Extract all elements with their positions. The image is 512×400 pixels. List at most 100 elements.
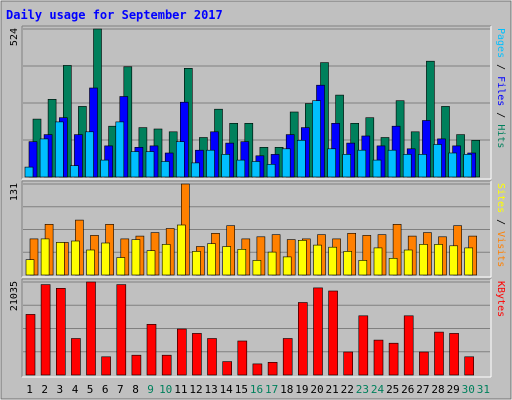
bar-sites-day-11 <box>177 224 186 276</box>
day-label-15: 15 <box>235 383 248 396</box>
bar-kbytes-day-2 <box>40 284 51 376</box>
bar-kbytes-day-17 <box>267 361 278 376</box>
bar-kbytes-day-11 <box>177 328 187 376</box>
bar-kbytes-day-6 <box>101 356 111 376</box>
bar-kbytes-day-7 <box>116 284 127 376</box>
day-label-23: 23 <box>356 383 369 396</box>
day-label-8: 8 <box>132 383 139 396</box>
bar-sites-day-22 <box>343 251 353 276</box>
bar-sites-day-20 <box>313 244 322 276</box>
bar-kbytes-day-25 <box>388 342 399 376</box>
day-label-3: 3 <box>56 383 63 396</box>
bar-pages-day-19 <box>296 140 306 178</box>
chart-title: Daily usage for September 2017 <box>6 8 223 22</box>
bar-sites-day-19 <box>297 240 307 276</box>
bar-sites-day-26 <box>403 249 413 276</box>
bar-kbytes-day-22 <box>343 351 354 376</box>
bar-pages-day-24 <box>372 159 382 178</box>
day-label-26: 26 <box>401 383 414 396</box>
day-label-9: 9 <box>147 383 154 396</box>
bar-sites-day-25 <box>388 257 398 276</box>
bar-kbytes-day-8 <box>131 354 142 376</box>
bar-pages-day-17 <box>266 164 276 178</box>
bar-pages-day-9 <box>145 151 155 178</box>
panel-hits: 524 Pages / Files / Hits <box>9 25 506 180</box>
bar-kbytes-day-15 <box>237 340 248 376</box>
bar-pages-day-10 <box>160 161 170 178</box>
side-legend: KBytes <box>495 281 506 317</box>
panel-kbytes: 21035 KBytes <box>9 278 506 378</box>
bar-kbytes-day-4 <box>71 338 81 376</box>
day-label-6: 6 <box>102 383 109 396</box>
bar-kbytes-day-16 <box>252 363 263 376</box>
day-label-7: 7 <box>117 383 124 396</box>
side-legend: Pages / Files / Hits <box>495 28 506 148</box>
y-max-label: 21035 <box>9 281 20 311</box>
side-legend: Sites / Visits <box>495 183 506 267</box>
bar-pages-day-15 <box>236 159 246 178</box>
bar-pages-day-6 <box>100 159 109 178</box>
bar-sites-day-16 <box>252 260 262 276</box>
bar-kbytes-day-20 <box>313 287 323 376</box>
day-label-19: 19 <box>295 383 308 396</box>
legend-separator: / <box>495 213 506 231</box>
legend-separator: / <box>495 58 506 76</box>
bar-pages-day-21 <box>327 148 336 178</box>
bar-kbytes-day-27 <box>419 351 429 376</box>
bar-pages-day-7 <box>115 121 125 178</box>
bar-pages-day-3 <box>54 121 64 178</box>
bar-kbytes-day-1 <box>25 314 36 376</box>
series-pages <box>24 100 473 178</box>
bar-pages-day-20 <box>312 100 321 178</box>
day-label-1: 1 <box>26 383 33 396</box>
bar-kbytes-day-26 <box>403 315 414 376</box>
bar-pages-day-1 <box>24 166 34 178</box>
day-label-22: 22 <box>341 383 354 396</box>
day-label-11: 11 <box>174 383 187 396</box>
bar-sites-day-13 <box>207 243 216 276</box>
series-kbytes <box>25 281 475 376</box>
bar-sites-day-1 <box>25 259 35 276</box>
bar-sites-day-14 <box>222 246 231 276</box>
series-sites <box>25 224 474 276</box>
bar-sites-day-24 <box>373 247 383 276</box>
bar-sites-day-28 <box>434 244 443 276</box>
legend-visits: Visits <box>495 231 506 267</box>
legend-files: Files <box>495 76 506 106</box>
bar-sites-day-4 <box>71 240 80 276</box>
bar-pages-day-28 <box>433 144 442 178</box>
panels: 524 Pages / Files / Hits 131 Sites / Visits… <box>9 25 506 378</box>
day-label-17: 17 <box>265 383 278 396</box>
bar-sites-day-23 <box>358 260 368 276</box>
day-label-13: 13 <box>204 383 217 396</box>
bar-pages-day-5 <box>85 131 94 178</box>
legend-sites: Sites <box>495 183 506 213</box>
bar-sites-day-5 <box>86 249 95 276</box>
bar-sites-day-21 <box>328 246 337 276</box>
bar-sites-day-2 <box>40 238 50 276</box>
bar-sites-day-27 <box>419 244 428 276</box>
day-label-12: 12 <box>189 383 202 396</box>
bar-kbytes-day-9 <box>146 323 157 376</box>
bar-pages-day-12 <box>191 162 200 178</box>
bar-pages-day-29 <box>448 152 457 178</box>
bar-sites-day-3 <box>55 242 65 276</box>
day-label-2: 2 <box>41 383 48 396</box>
bar-pages-day-18 <box>281 148 291 178</box>
day-label-4: 4 <box>72 383 79 396</box>
legend-separator: / <box>495 106 506 124</box>
bar-pages-day-2 <box>39 138 49 178</box>
bar-kbytes-day-18 <box>282 338 293 376</box>
day-label-28: 28 <box>431 383 444 396</box>
day-label-5: 5 <box>87 383 94 396</box>
day-label-29: 29 <box>447 383 460 396</box>
bar-pages-day-27 <box>418 154 427 178</box>
bar-kbytes-day-21 <box>328 290 338 376</box>
day-label-10: 10 <box>159 383 172 396</box>
bar-sites-day-6 <box>101 242 110 276</box>
bar-sites-day-17 <box>267 251 277 276</box>
y-max-label: 131 <box>9 183 20 201</box>
legend-hits: Hits <box>495 124 506 148</box>
